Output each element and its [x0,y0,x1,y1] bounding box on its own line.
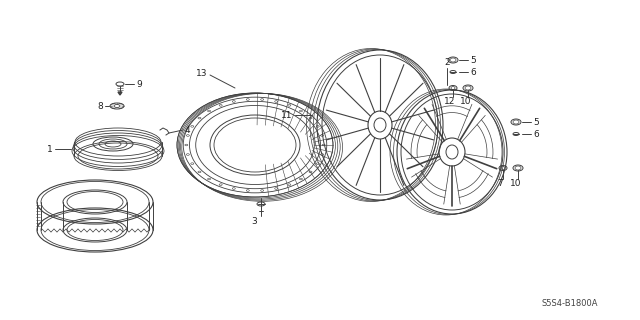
Text: 12: 12 [444,97,456,106]
Text: 2: 2 [444,58,450,67]
Text: 6: 6 [470,68,476,76]
Text: 9: 9 [136,79,141,89]
Text: 10: 10 [460,97,472,106]
Text: 6: 6 [533,130,539,139]
Text: 5: 5 [533,117,539,126]
Text: 10: 10 [510,179,522,188]
Text: 1: 1 [47,145,53,154]
Text: 7: 7 [497,179,503,188]
Text: S5S4-B1800A: S5S4-B1800A [541,299,598,308]
Polygon shape [118,92,122,95]
Text: 4: 4 [185,125,191,134]
Text: 11: 11 [280,110,292,119]
Text: 8: 8 [97,101,103,110]
Text: 5: 5 [470,55,476,65]
Text: 13: 13 [195,68,207,77]
Text: 3: 3 [251,218,257,227]
